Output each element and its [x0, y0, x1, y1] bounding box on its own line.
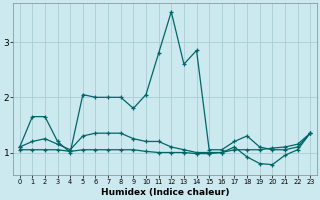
X-axis label: Humidex (Indice chaleur): Humidex (Indice chaleur) — [101, 188, 229, 197]
